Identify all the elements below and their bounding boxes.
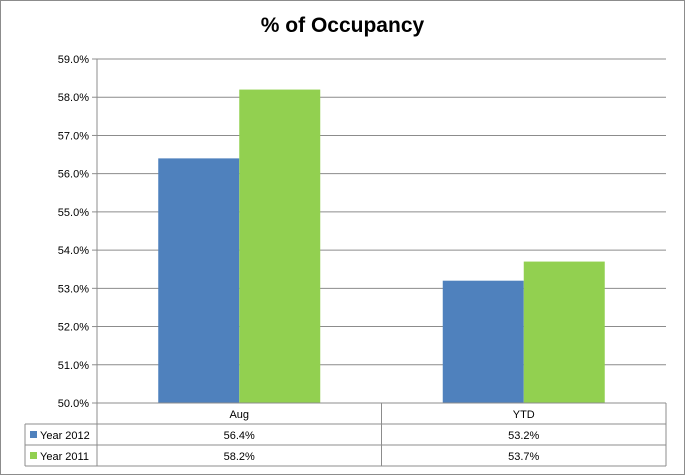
y-tick-label: 59.0% <box>58 54 89 66</box>
chart-title: % of Occupancy <box>260 14 425 37</box>
data-label: 53.2% <box>508 430 539 442</box>
x-category-label: YTD <box>513 409 535 421</box>
legend-label: Year 2011 <box>40 451 89 463</box>
legend-label: Year 2012 <box>40 430 90 442</box>
y-tick-label: 52.0% <box>58 322 89 334</box>
y-tick-label: 58.0% <box>58 92 89 104</box>
y-tick-label: 56.0% <box>58 169 89 181</box>
y-tick-label: 57.0% <box>58 130 89 142</box>
y-tick-label: 55.0% <box>58 207 89 219</box>
y-tick-label: 53.0% <box>58 283 89 295</box>
bar <box>158 158 240 403</box>
legend-swatch <box>30 452 37 459</box>
data-label: 53.7% <box>508 451 539 463</box>
data-label: 56.4% <box>224 430 255 442</box>
bar <box>523 261 605 403</box>
bar <box>442 280 524 403</box>
y-tick-label: 54.0% <box>58 245 89 257</box>
y-tick-label: 50.0% <box>58 398 89 410</box>
y-tick-label: 51.0% <box>58 360 89 372</box>
x-category-label: Aug <box>229 409 249 421</box>
bar <box>239 89 321 404</box>
legend-swatch <box>30 431 37 438</box>
data-label: 58.2% <box>224 451 255 463</box>
